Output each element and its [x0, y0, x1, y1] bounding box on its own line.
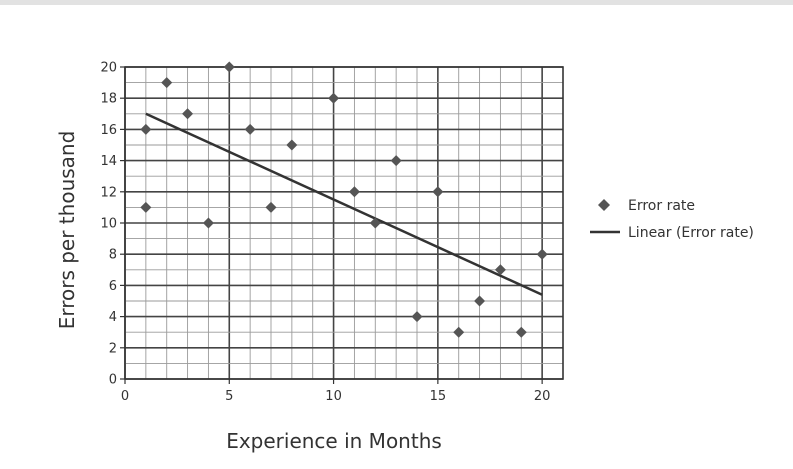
trendline [145, 112, 543, 296]
data-point [328, 92, 340, 104]
data-point [536, 248, 548, 260]
points-layer [140, 61, 548, 338]
legend-marker-error-rate [598, 199, 610, 211]
y-tick-label: 10 [100, 217, 117, 232]
x-tick-label: 20 [534, 389, 551, 404]
x-axis-title: Experience in Months [226, 429, 442, 453]
data-point [348, 186, 360, 198]
data-point [453, 326, 465, 338]
data-point [202, 217, 214, 229]
data-point [474, 295, 486, 307]
data-point [369, 217, 381, 229]
top-border [0, 0, 793, 5]
tick-labels: 0 5 10 15 20 0 2 4 6 8 10 12 14 16 18 20 [100, 61, 550, 405]
legend-label-linear: Linear (Error rate) [628, 225, 754, 241]
y-tick-label: 16 [100, 123, 117, 138]
data-point [515, 326, 527, 338]
y-tick-label: 20 [100, 61, 117, 76]
x-tick-label: 15 [430, 389, 447, 404]
data-point [161, 77, 173, 89]
trendline-layer [145, 112, 543, 296]
data-point [494, 264, 506, 276]
y-axis-title: Errors per thousand [55, 131, 79, 330]
data-point [286, 139, 298, 151]
legend: Error rate Linear (Error rate) [590, 198, 754, 241]
data-point [223, 61, 235, 73]
x-tick-label: 5 [225, 389, 233, 404]
y-tick-label: 8 [109, 248, 117, 263]
y-tick-label: 4 [109, 310, 117, 325]
x-tick-label: 10 [325, 389, 342, 404]
y-tick-label: 6 [109, 279, 117, 294]
data-point [140, 201, 152, 213]
data-point [390, 155, 402, 167]
y-tick-label: 12 [100, 185, 117, 200]
x-tick-label: 0 [121, 389, 129, 404]
legend-label-error-rate: Error rate [628, 198, 695, 214]
y-tick-label: 0 [109, 373, 117, 388]
data-point [265, 201, 277, 213]
data-point [182, 108, 194, 120]
data-point [432, 186, 444, 198]
data-point [411, 311, 423, 323]
data-point [140, 123, 152, 135]
y-tick-label: 2 [109, 341, 117, 356]
y-tick-label: 18 [100, 92, 117, 107]
y-tick-label: 14 [100, 154, 117, 169]
data-point [244, 123, 256, 135]
